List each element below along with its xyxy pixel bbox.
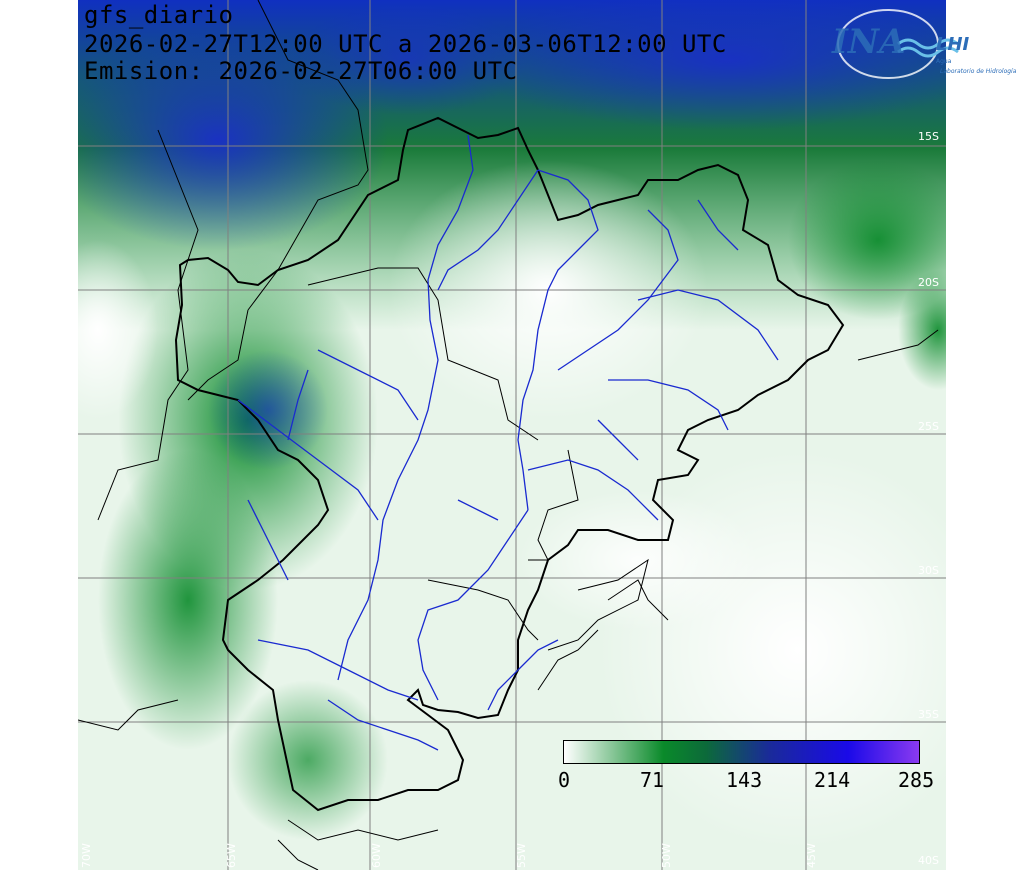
lon-label-50w: 50W (660, 843, 673, 868)
colorbar-tick-285: 285 (898, 768, 935, 792)
logo-ina-text: INA (832, 22, 906, 62)
colorbar-tick-143: 143 (726, 768, 763, 792)
rivers (237, 134, 779, 751)
valid-period: 2026-02-27T12:00 UTC a 2026-03-06T12:00 … (84, 30, 727, 58)
logo-subtitle-2: Laboratorio de Hidrología (940, 68, 1017, 75)
logo-swoosh-icon (837, 9, 959, 79)
lon-label-45w: 45W (805, 843, 818, 868)
lon-label-60w: 60W (370, 843, 383, 868)
logo-lhi-text: LHI (936, 34, 970, 55)
lon-label-55w: 55W (515, 843, 528, 868)
lat-label-15s: 15S (918, 130, 939, 143)
logo-subtitle-1: Agua (936, 58, 952, 65)
lon-label-65w: 65W (225, 843, 238, 868)
basin-outline (174, 116, 845, 812)
country-borders (78, 0, 939, 870)
lon-label-70w: 70W (80, 843, 93, 868)
colorbar-tick-214: 214 (814, 768, 851, 792)
ina-lhi-logo: INA LHI Agua Laboratorio de Hidrología (828, 4, 1022, 84)
colorbar-tick-71: 71 (640, 768, 665, 792)
lat-label-35s: 35S (918, 708, 939, 721)
lat-label-25s: 25S (918, 420, 939, 433)
precipitation-colorbar (563, 740, 920, 764)
lat-label-30s: 30S (918, 564, 939, 577)
lat-label-20s: 20S (918, 276, 939, 289)
model-name: gfs_diario (84, 1, 234, 29)
emission-time: Emision: 2026-02-27T06:00 UTC (84, 57, 518, 85)
map-canvas (78, 0, 946, 870)
graticule (78, 0, 946, 870)
precipitation-map (78, 0, 946, 870)
colorbar-tick-0: 0 (558, 768, 571, 792)
lat-label-40s: 40S (918, 854, 939, 867)
